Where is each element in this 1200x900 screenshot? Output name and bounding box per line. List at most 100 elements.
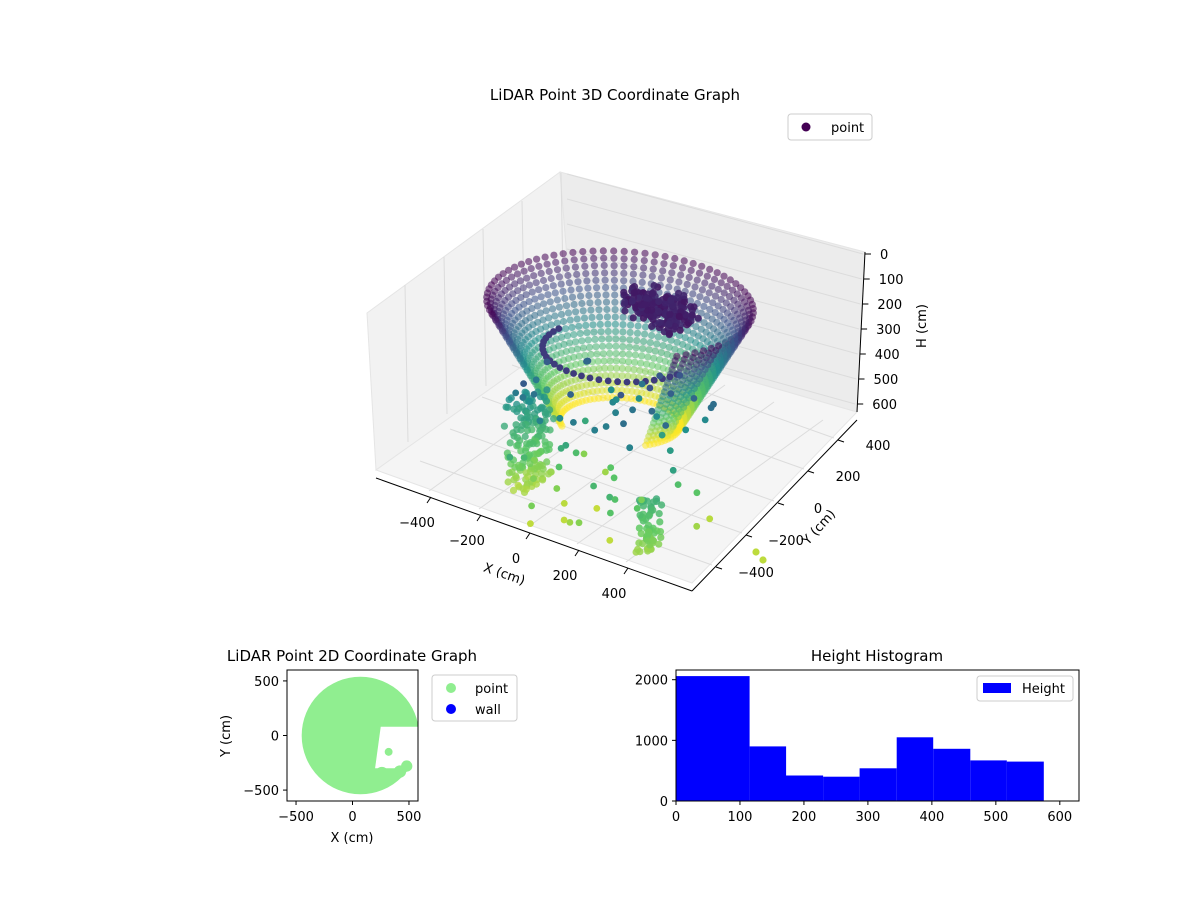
point-3d	[516, 355, 524, 363]
point-3d	[619, 328, 627, 336]
point-3d	[580, 450, 588, 458]
point-3d	[713, 269, 721, 277]
point-3d	[648, 272, 656, 280]
point-3d	[558, 333, 566, 341]
point-3d	[551, 312, 559, 320]
point-3d	[658, 501, 666, 509]
legend-3d-label: point	[831, 121, 864, 136]
point-3d	[612, 342, 620, 350]
point-3d	[598, 335, 606, 343]
z-tick-label-3d: 0	[880, 248, 888, 263]
point-3d	[576, 329, 584, 338]
point-3d	[599, 350, 607, 358]
point-3d	[572, 308, 580, 316]
histogram-bar	[933, 748, 971, 801]
point-3d	[723, 282, 731, 290]
point-3d	[610, 254, 618, 262]
point-3d	[563, 302, 571, 310]
x-tick-label-histogram: 200	[792, 810, 817, 825]
point-3d	[697, 309, 705, 317]
point-2d-cluster	[363, 775, 376, 787]
point-2d-cluster	[384, 747, 393, 756]
point-3d	[640, 301, 649, 309]
point-3d	[509, 344, 517, 352]
point-3d	[689, 259, 697, 268]
point-3d	[563, 367, 570, 375]
point-3d	[607, 464, 615, 471]
point-3d	[613, 386, 621, 394]
point-3d	[519, 394, 527, 401]
legend-2d-point-label: point	[475, 682, 508, 697]
point-3d	[521, 388, 529, 396]
point-3d	[542, 284, 550, 292]
point-3d	[650, 376, 658, 384]
point-3d	[620, 420, 627, 428]
point-3d	[633, 336, 641, 345]
point-3d	[579, 307, 587, 315]
point-3d	[695, 269, 704, 277]
point-3d	[702, 296, 711, 304]
point-3d	[627, 321, 635, 329]
point-3d	[706, 305, 714, 313]
point-3d	[610, 247, 618, 255]
point-3d	[611, 298, 619, 306]
point-3d	[655, 307, 663, 315]
point-3d	[701, 279, 709, 287]
point-3d	[621, 298, 629, 306]
point-3d	[693, 522, 701, 530]
point-3d	[551, 289, 559, 297]
z-axis-line	[856, 251, 866, 413]
point-3d	[579, 248, 587, 256]
point-3d	[680, 292, 688, 300]
point-3d	[514, 461, 523, 469]
point-3d	[693, 489, 701, 497]
point-3d	[667, 390, 675, 397]
point-3d	[602, 468, 609, 476]
point-3d	[687, 336, 695, 344]
point-3d	[582, 270, 590, 278]
point-3d	[541, 253, 549, 261]
point-3d	[655, 540, 663, 548]
point-3d	[619, 343, 627, 351]
point-3d	[620, 288, 628, 296]
point-3d	[564, 309, 573, 317]
point-3d	[649, 498, 658, 506]
point-3d	[698, 262, 706, 270]
point-3d	[638, 278, 646, 286]
point-3d	[720, 272, 728, 280]
point-3d	[682, 426, 690, 434]
point-3d	[517, 260, 526, 268]
point-3d	[618, 364, 626, 373]
point-3d	[621, 307, 629, 315]
z-tick-label-3d: 200	[877, 298, 902, 313]
point-3d	[641, 249, 649, 257]
point-3d	[732, 280, 740, 288]
point-3d	[502, 332, 510, 341]
point-3d	[623, 378, 631, 386]
point-3d	[568, 323, 576, 331]
point-3d	[642, 295, 651, 303]
point-3d	[720, 289, 728, 297]
point-3d	[535, 262, 543, 270]
point-3d	[527, 265, 535, 273]
point-3d	[669, 466, 677, 474]
point-3d	[632, 303, 640, 312]
y-axis-label-2d: Y (cm)	[219, 715, 234, 758]
point-3d	[590, 482, 597, 490]
point-2d-cluster	[346, 772, 356, 782]
point-3d	[680, 298, 689, 306]
point-3d	[584, 336, 592, 344]
point-3d	[534, 302, 542, 310]
point-3d	[570, 256, 578, 264]
point-3d	[714, 285, 722, 294]
point-3d	[530, 475, 537, 482]
grid-line-x-3d	[576, 401, 775, 545]
point-3d	[610, 276, 619, 284]
point-3d	[634, 545, 642, 554]
point-3d	[656, 356, 664, 364]
point-3d	[591, 269, 599, 277]
point-3d	[665, 320, 673, 328]
point-3d	[683, 280, 691, 288]
point-3d	[650, 282, 658, 290]
point-3d	[586, 343, 594, 351]
